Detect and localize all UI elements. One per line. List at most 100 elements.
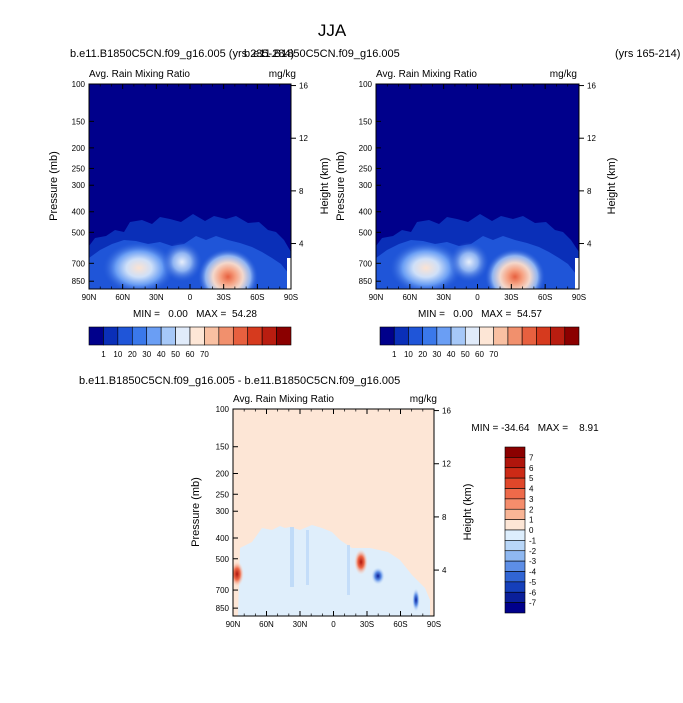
diff-panel-stripe [347, 545, 350, 595]
left-panel-stats: MIN = 0.00 MAX = 54.28 [133, 309, 257, 320]
colorbar-swatch [276, 326, 292, 346]
colorbar-swatch [504, 519, 526, 531]
colorbar-label: 4 [529, 485, 534, 494]
diff-panel-axes: 90N 60N 30N 0 30S 60S 90S 100 150 200 250 300 400 500… [216, 405, 452, 629]
colorbar-label: 50 [461, 350, 470, 359]
colorbar-swatch [504, 591, 526, 603]
y-right-tick-label: 4 [299, 240, 304, 249]
colorbar-swatch [436, 326, 452, 346]
y-tick-label: 100 [72, 80, 86, 89]
diff-panel-pos-anomaly-90n [233, 561, 244, 587]
colorbar-swatch [493, 326, 509, 346]
x-tick-label: 90N [82, 293, 97, 302]
right-panel-case: b.e11.B1850C5CN.f09_g16.005 [244, 48, 400, 60]
colorbar-label: 40 [447, 350, 456, 359]
y-tick-label: 500 [72, 228, 86, 237]
y-tick-label: 250 [72, 164, 86, 173]
right-panel-blob-sh [485, 246, 545, 289]
right-panel-colorbar: 1 10 20 30 40 50 60 70 [379, 326, 580, 359]
colorbar-swatch [504, 498, 526, 510]
colorbar-swatch [408, 326, 423, 346]
y-tick-label: 700 [216, 586, 230, 595]
colorbar-label: 40 [157, 350, 166, 359]
colorbar-label: 1 [529, 516, 534, 525]
y-tick-label: 200 [72, 144, 86, 153]
y-right-tick-label: 8 [442, 513, 447, 522]
colorbar-swatch [261, 326, 277, 346]
colorbar-swatch [379, 326, 395, 346]
diff-panel-light-negative [238, 525, 430, 616]
diff-panel-stats: MIN = -34.64 MAX = 8.91 [471, 423, 599, 434]
y-right-tick-label: 8 [299, 187, 304, 196]
right-panel: Avg. Rain Mixing Ratio mg/kg 90N 60N 30N 0 3… [335, 69, 618, 359]
colorbar-label: 10 [404, 350, 413, 359]
diff-panel-units: mg/kg [410, 394, 437, 405]
diff-panel-neg-anomaly-eq [371, 567, 385, 585]
right-panel-ylabel: Pressure (mb) [335, 151, 347, 221]
x-tick-label: 60N [259, 620, 274, 629]
colorbar-swatch [550, 326, 566, 346]
y-right-tick-label: 4 [587, 240, 592, 249]
colorbar-swatch [504, 602, 526, 614]
y-tick-label: 400 [216, 534, 230, 543]
x-tick-label: 30N [293, 620, 308, 629]
right-panel-field [376, 84, 579, 289]
left-panel-colorbar: 1 10 20 30 40 50 60 70 [88, 326, 292, 359]
left-panel-units: mg/kg [269, 69, 296, 80]
y-tick-label: 250 [359, 164, 373, 173]
colorbar-label: 70 [489, 350, 498, 359]
diff-panel-stripe [290, 527, 294, 587]
right-panel-field-title: Avg. Rain Mixing Ratio [376, 69, 477, 80]
colorbar-swatch [504, 560, 526, 572]
x-tick-label: 30S [360, 620, 374, 629]
left-panel-blob-sh [198, 246, 258, 289]
colorbar-swatch [504, 477, 526, 489]
colorbar-label: -3 [529, 557, 537, 566]
diff-panel-colorbar: 7 65 432 10-1 -2-3 -4-5-6 -7 [504, 446, 537, 614]
x-tick-label: 90S [572, 293, 586, 302]
y-right-tick-label: 4 [442, 566, 447, 575]
x-tick-label: 60S [393, 620, 407, 629]
colorbar-label: 50 [171, 350, 180, 359]
colorbar-swatch [189, 326, 205, 346]
x-tick-label: 60S [250, 293, 264, 302]
colorbar-label: -2 [529, 547, 537, 556]
x-tick-label: 30N [149, 293, 164, 302]
colorbar-label: 30 [432, 350, 441, 359]
colorbar-swatch [504, 581, 526, 593]
x-tick-label: 0 [331, 620, 336, 629]
colorbar-label: 0 [529, 526, 534, 535]
left-panel-axes: 90N 60N 30N 0 30S 60S 90S 100 150 200 250 300 400 500… [72, 80, 309, 302]
figure-title: JJA [318, 21, 347, 40]
right-panel-stats: MIN = 0.00 MAX = 54.57 [418, 309, 542, 320]
y-right-tick-label: 16 [587, 82, 596, 91]
left-panel-ylabel-right: Height (km) [319, 158, 331, 215]
colorbar-swatch [504, 446, 526, 458]
y-tick-label: 150 [216, 443, 230, 452]
colorbar-swatch [504, 529, 526, 541]
colorbar-label: 60 [475, 350, 484, 359]
y-tick-label: 300 [72, 181, 86, 190]
colorbar-swatch [393, 326, 409, 346]
y-tick-label: 100 [216, 405, 230, 414]
left-panel-case: b.e11.B1850C5CN.f09_g16.005 (yrs 235-284… [70, 48, 294, 60]
colorbar-swatch [146, 326, 162, 346]
colorbar-swatch [232, 326, 249, 346]
x-tick-label: 90N [369, 293, 384, 302]
diff-panel: Avg. Rain Mixing Ratio mg/kg 90N 60N 30N 0 3… [190, 394, 599, 629]
colorbar-swatch [564, 326, 580, 346]
y-tick-label: 700 [359, 259, 373, 268]
diff-panel-case: b.e11.B1850C5CN.f09_g16.005 - b.e11.B185… [79, 375, 400, 387]
diff-panel-pos-anomaly-eq [354, 549, 368, 575]
x-tick-label: 30S [217, 293, 231, 302]
right-panel-years: (yrs 165-214) [615, 48, 680, 60]
colorbar-swatch [504, 508, 526, 520]
colorbar-swatch [504, 571, 526, 583]
colorbar-swatch [504, 488, 526, 500]
colorbar-swatch [160, 326, 176, 346]
colorbar-swatch [204, 326, 220, 346]
y-tick-label: 850 [72, 277, 86, 286]
colorbar-label: 70 [200, 350, 209, 359]
colorbar-swatch [521, 326, 537, 346]
diff-panel-neg-anomaly-sh [412, 588, 420, 612]
